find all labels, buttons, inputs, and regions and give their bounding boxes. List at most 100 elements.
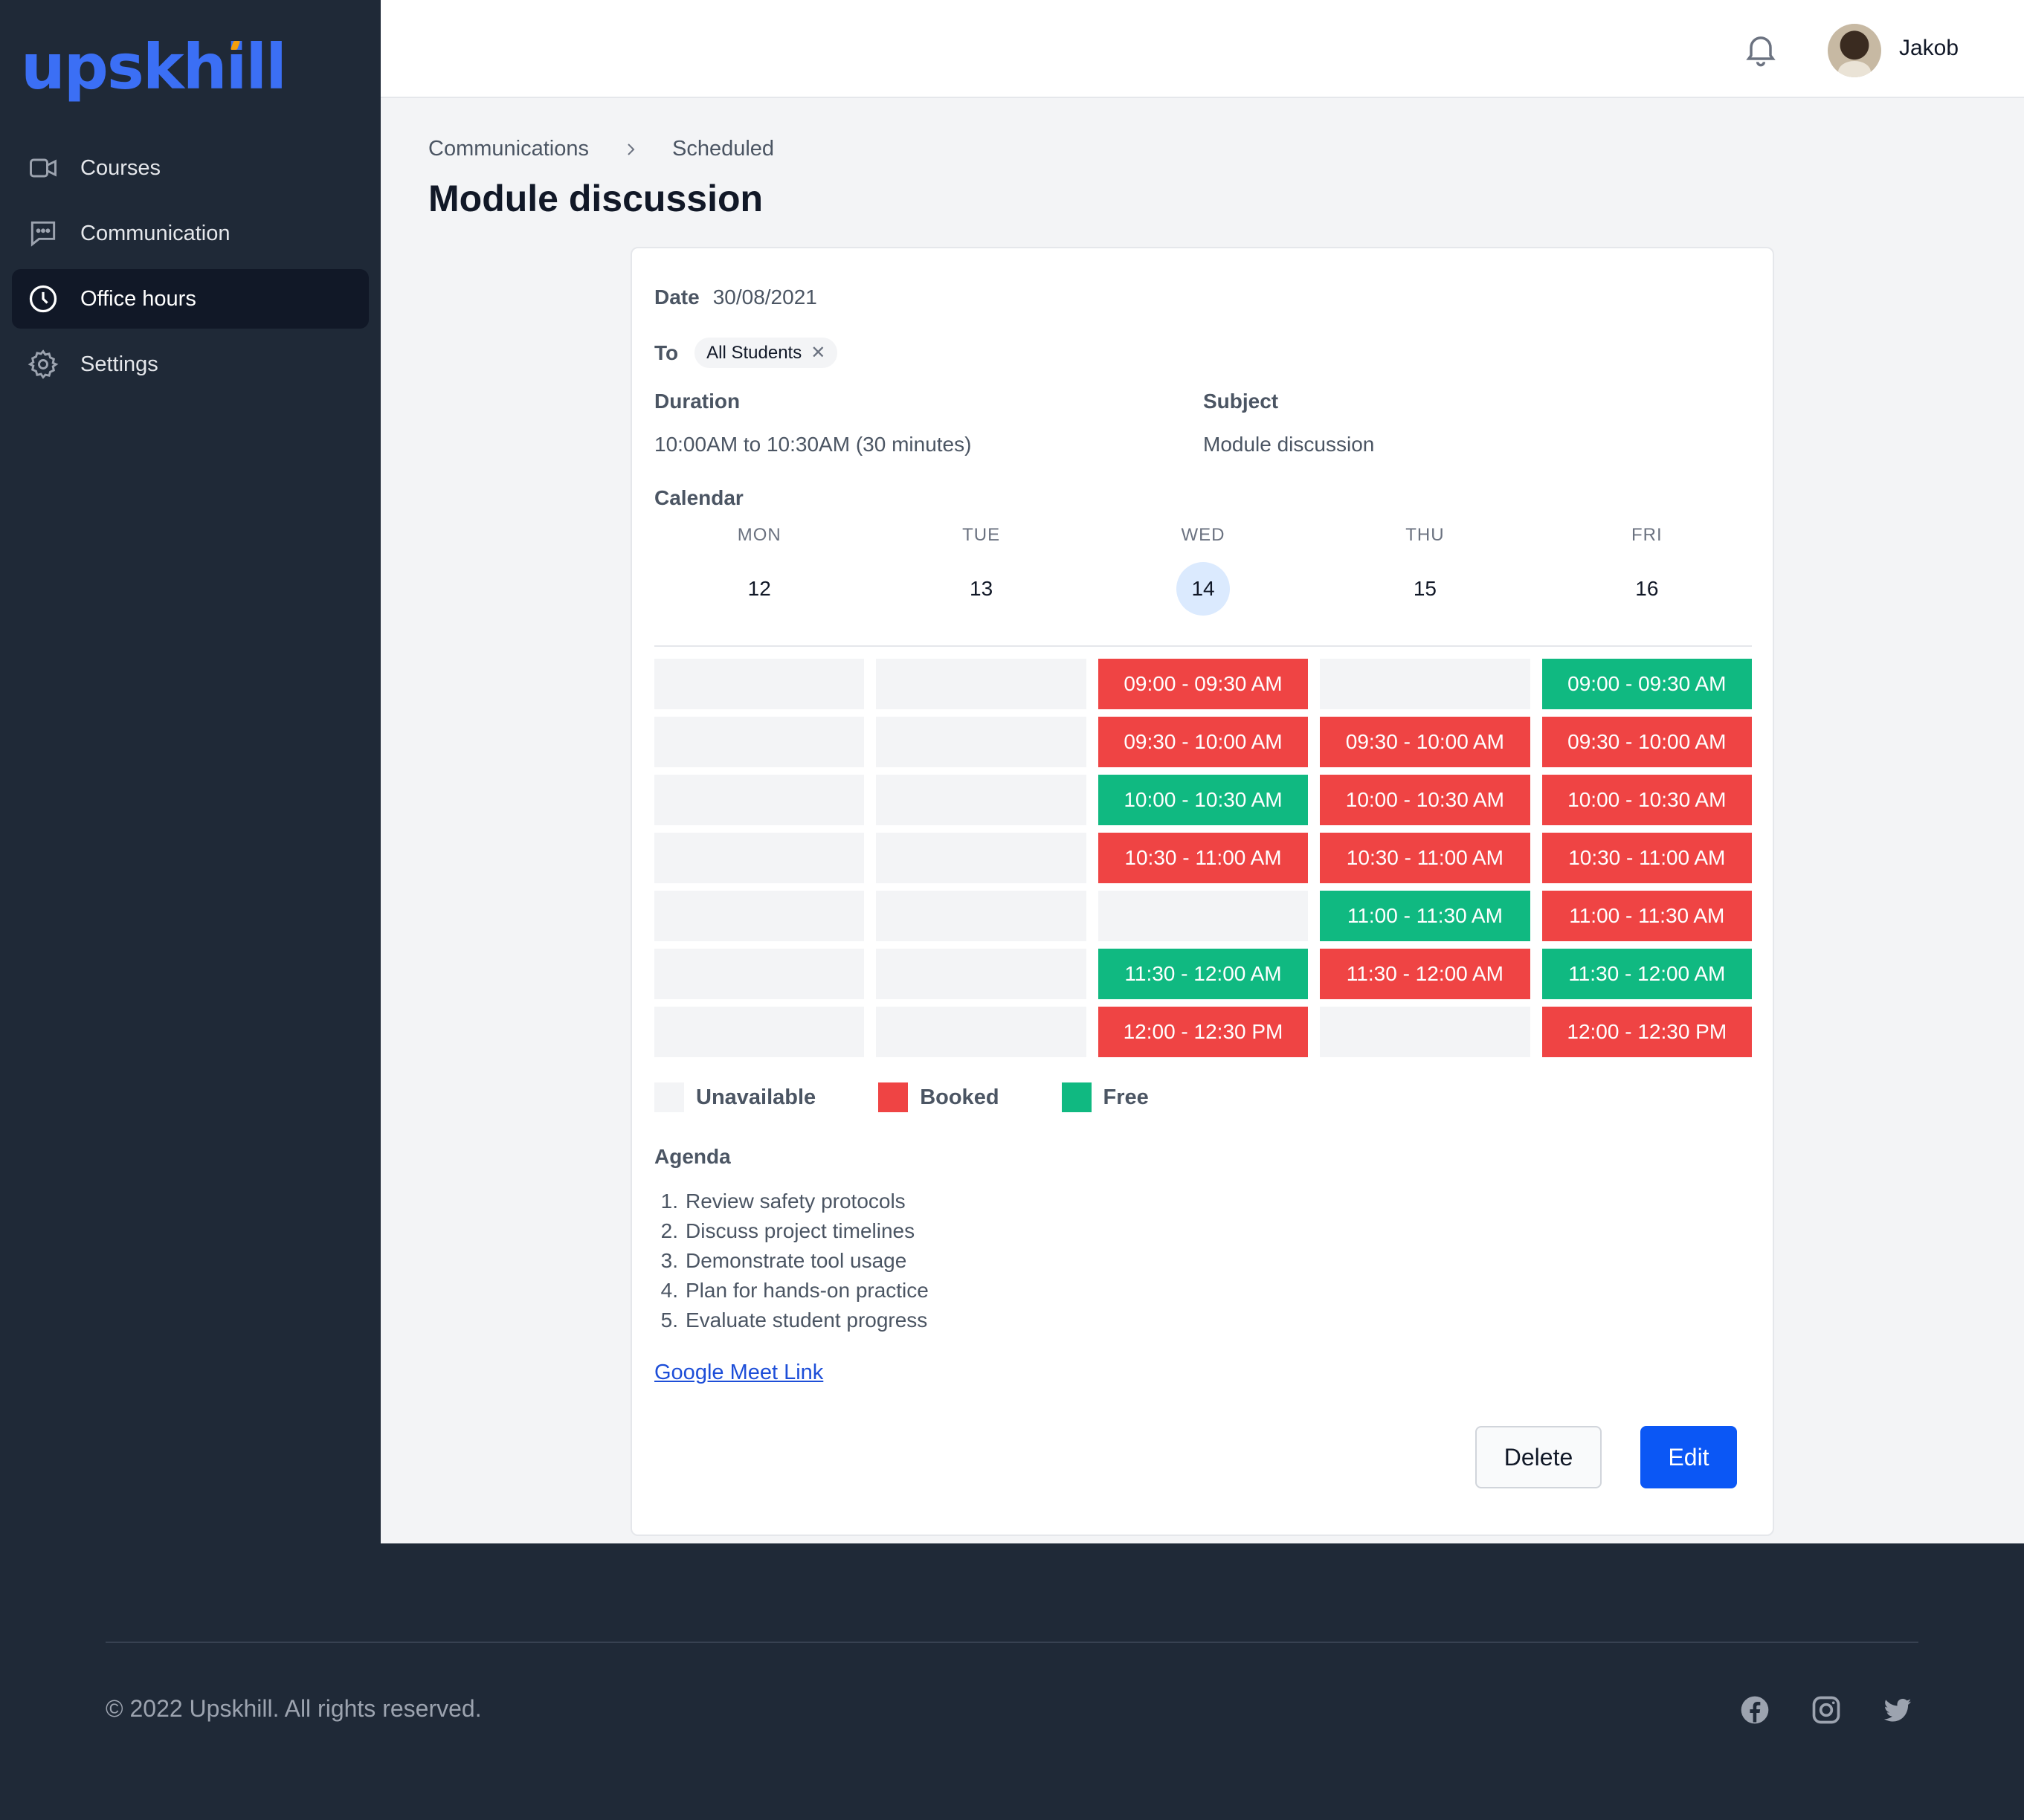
time-slot-booked[interactable]: 09:30 - 10:00 AM <box>1541 717 1752 767</box>
time-slot-booked[interactable]: 12:00 - 12:30 PM <box>1098 1007 1309 1057</box>
day-name: MON <box>737 525 781 545</box>
calendar-day-headers: MON 12 TUE 13 WED 14 THU 15 FRI 16 <box>654 525 1752 616</box>
recipient-chip: All Students ✕ <box>694 338 838 368</box>
sidebar-item-communication[interactable]: Communication <box>12 204 369 263</box>
sidebar-nav: Courses Communication Office hours Setti… <box>12 138 369 400</box>
day-column-fri: FRI 16 <box>1542 525 1752 616</box>
legend-item-unavailable: Unavailable <box>654 1082 816 1112</box>
divider <box>654 645 1752 647</box>
sidebar-item-settings[interactable]: Settings <box>12 335 369 394</box>
time-slot-unavailable <box>654 949 865 999</box>
time-slot-unavailable <box>1320 659 1530 709</box>
day-number-today[interactable]: 14 <box>1176 562 1231 616</box>
day-name: FRI <box>1631 525 1663 545</box>
day-number[interactable]: 13 <box>970 577 993 600</box>
list-item: 4. Plan for hands-on practice <box>660 1279 929 1302</box>
time-slot-unavailable <box>876 891 1086 941</box>
time-slot-free[interactable]: 10:00 - 10:30 AM <box>1098 775 1309 825</box>
legend-item-booked: Booked <box>878 1082 999 1112</box>
time-slot-booked[interactable]: 10:30 - 11:00 AM <box>1541 833 1752 883</box>
duration-label: Duration <box>654 390 741 413</box>
day-column-thu: THU 15 <box>1320 525 1530 616</box>
time-slot-booked[interactable]: 12:00 - 12:30 PM <box>1541 1007 1752 1057</box>
day-column-mon: MON 12 <box>654 525 864 616</box>
time-slot-unavailable <box>876 659 1086 709</box>
date-label: Date <box>654 285 700 309</box>
recipient-chip-label: All Students <box>706 342 802 363</box>
instagram-icon[interactable] <box>1810 1694 1843 1726</box>
date-row: Date 30/08/2021 <box>654 285 817 309</box>
time-slot-unavailable <box>654 775 865 825</box>
time-slot-booked[interactable]: 10:30 - 11:00 AM <box>1098 833 1309 883</box>
duration-value: 10:00AM to 10:30AM (30 minutes) <box>654 433 972 456</box>
unavailable-swatch <box>654 1082 684 1112</box>
list-item: 5. Evaluate student progress <box>660 1308 928 1332</box>
time-slot-unavailable <box>876 833 1086 883</box>
day-name: WED <box>1181 525 1225 545</box>
sidebar-item-label: Office hours <box>80 286 196 311</box>
time-slot-booked[interactable]: 11:30 - 12:00 AM <box>1320 949 1530 999</box>
list-item: 1. Review safety protocols <box>660 1190 906 1213</box>
subject-label: Subject <box>1203 390 1279 413</box>
chevron-right-icon <box>628 143 635 155</box>
google-meet-link[interactable]: Google Meet Link <box>654 1361 824 1384</box>
breadcrumb-item-communications[interactable]: Communications <box>428 137 589 161</box>
twitter-icon[interactable] <box>1881 1694 1914 1726</box>
legend-label: Free <box>1103 1085 1149 1109</box>
to-label: To <box>654 341 679 364</box>
chat-bubble-icon <box>27 217 59 250</box>
top-bar: Jakob <box>381 0 2024 98</box>
clock-icon <box>27 283 59 315</box>
time-slot-free[interactable]: 11:30 - 12:00 AM <box>1541 949 1752 999</box>
time-slot-unavailable <box>654 1007 865 1057</box>
delete-button[interactable]: Delete <box>1475 1426 1602 1488</box>
username[interactable]: Jakob <box>1899 36 1959 60</box>
time-slot-booked[interactable]: 09:30 - 10:00 AM <box>1098 717 1309 767</box>
edit-button[interactable]: Edit <box>1640 1426 1737 1488</box>
time-slot-booked[interactable]: 10:00 - 10:30 AM <box>1541 775 1752 825</box>
time-slot-unavailable <box>876 717 1086 767</box>
time-slot-unavailable <box>876 1007 1086 1057</box>
copyright: © 2022 Upskhill. All rights reserved. <box>106 1695 482 1722</box>
legend: Unavailable Booked Free <box>654 1082 1211 1112</box>
sidebar-item-label: Communication <box>80 221 231 245</box>
agenda-label: Agenda <box>654 1145 731 1168</box>
video-camera-icon <box>27 152 59 184</box>
time-slot-booked[interactable]: 10:30 - 11:00 AM <box>1320 833 1530 883</box>
day-name: THU <box>1405 525 1445 545</box>
time-slot-free[interactable]: 11:00 - 11:30 AM <box>1320 891 1530 941</box>
calendar-label: Calendar <box>654 486 744 509</box>
calendar-slot-grid: 09:00 - 09:30 AM 09:00 - 09:30 AM 09:30 - … <box>654 659 1752 1057</box>
to-row: To All Students ✕ <box>654 338 838 368</box>
upskhill-logo[interactable]: upskhill <box>21 30 287 103</box>
time-slot-free[interactable]: 09:00 - 09:30 AM <box>1541 659 1752 709</box>
avatar[interactable] <box>1828 24 1881 77</box>
day-number[interactable]: 12 <box>747 577 771 600</box>
legend-label: Booked <box>920 1085 999 1109</box>
time-slot-booked[interactable]: 10:00 - 10:30 AM <box>1320 775 1530 825</box>
time-slot-unavailable <box>654 659 865 709</box>
time-slot-booked[interactable]: 09:00 - 09:30 AM <box>1098 659 1309 709</box>
day-number[interactable]: 15 <box>1413 577 1437 600</box>
sidebar-item-office-hours[interactable]: Office hours <box>12 269 369 329</box>
close-icon[interactable]: ✕ <box>810 343 826 363</box>
time-slot-booked[interactable]: 09:30 - 10:00 AM <box>1320 717 1530 767</box>
time-slot-unavailable <box>1098 891 1309 941</box>
subject-value: Module discussion <box>1203 433 1375 456</box>
time-slot-unavailable <box>876 949 1086 999</box>
day-column-wed: WED 14 <box>1098 525 1308 616</box>
time-slot-free[interactable]: 11:30 - 12:00 AM <box>1098 949 1309 999</box>
subject-field: Subject Module discussion <box>1203 390 1374 456</box>
list-item: 2. Discuss project timelines <box>660 1219 915 1242</box>
time-slot-booked[interactable]: 11:00 - 11:30 AM <box>1541 891 1752 941</box>
bell-icon[interactable] <box>1741 30 1780 68</box>
breadcrumb-item-scheduled[interactable]: Scheduled <box>671 137 775 161</box>
day-number[interactable]: 16 <box>1635 577 1659 600</box>
facebook-icon[interactable] <box>1738 1694 1771 1726</box>
time-slot-unavailable <box>1320 1007 1530 1057</box>
sidebar-item-label: Courses <box>80 155 161 180</box>
breadcrumb: Communications Scheduled <box>428 137 774 161</box>
main-content: Communications Scheduled Module discussi… <box>381 98 2024 1543</box>
sidebar-item-courses[interactable]: Courses <box>12 138 369 198</box>
sidebar-item-label: Settings <box>80 352 158 376</box>
